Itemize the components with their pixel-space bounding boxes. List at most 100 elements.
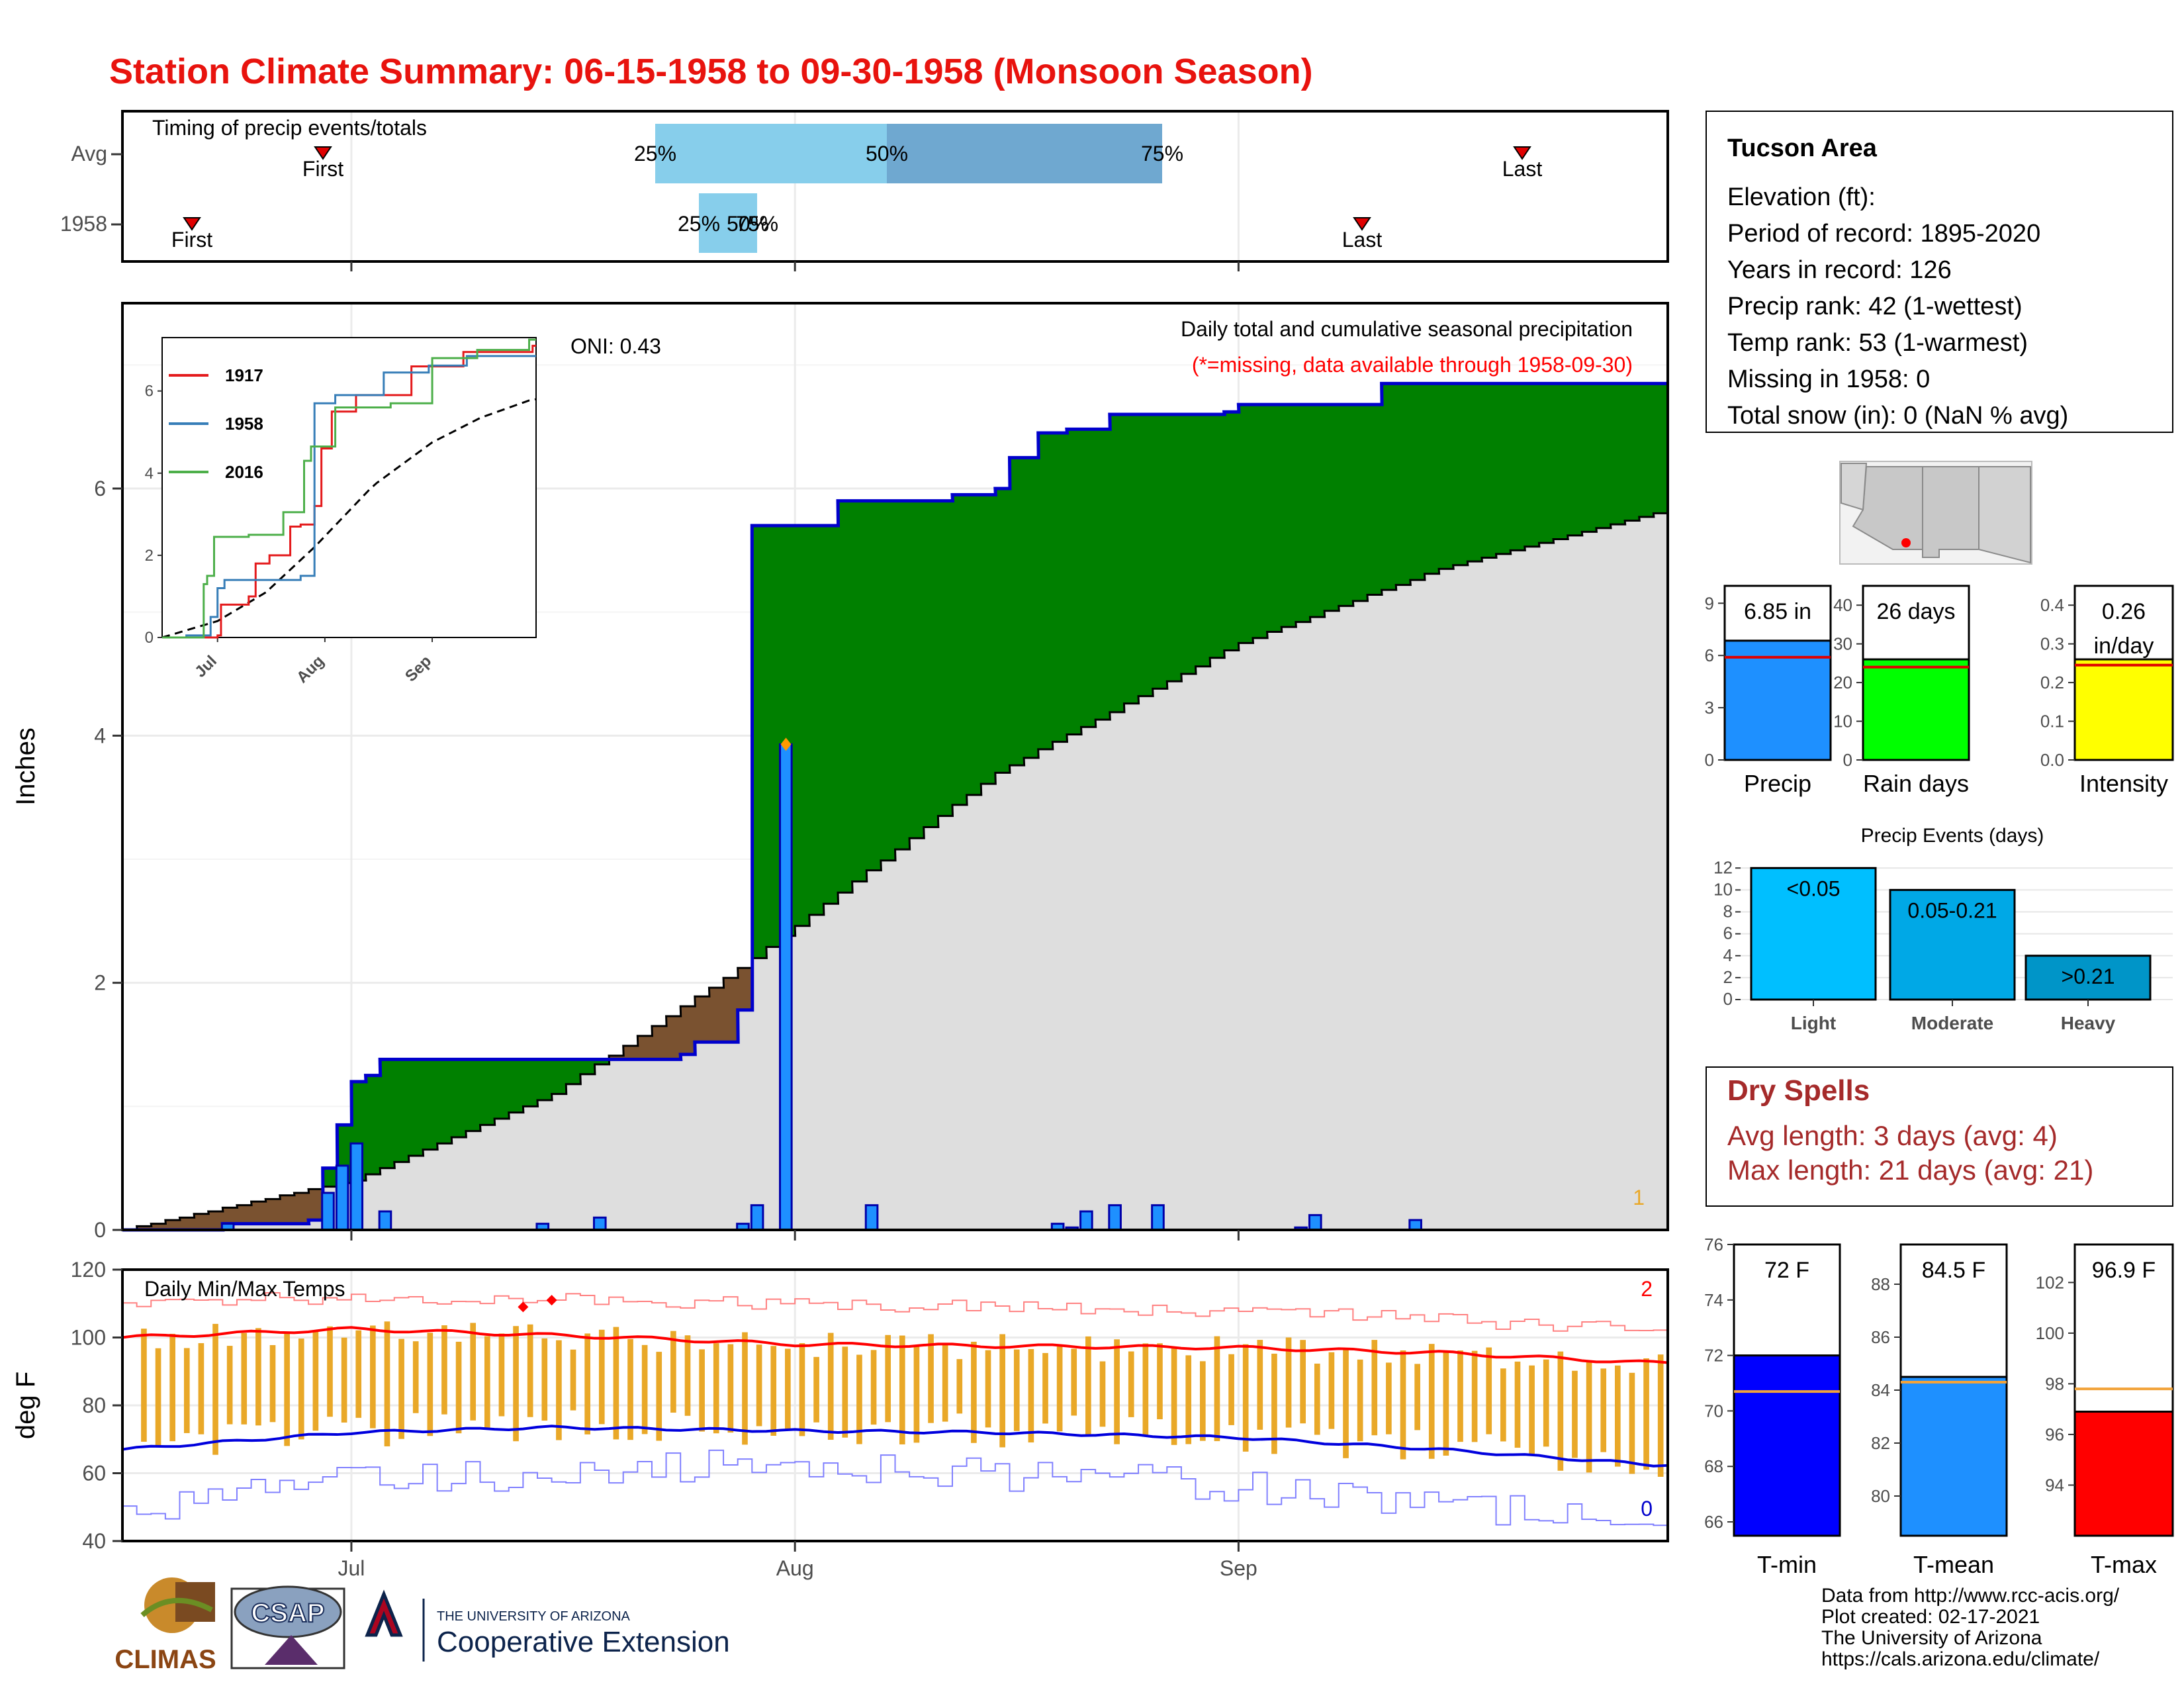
daily-temp-bar [312, 1330, 319, 1431]
surplus-band [551, 1059, 567, 1094]
daily-precip-bar [1151, 1204, 1165, 1231]
deficit-band [308, 1189, 324, 1221]
surplus-band [537, 1059, 553, 1100]
daily-temp-bar [1013, 1349, 1020, 1431]
daily-temp-bar [1114, 1339, 1120, 1444]
station-info-line: Precip rank: 42 (1-wettest) [1727, 293, 2023, 320]
timing-avg-first-marker [314, 146, 332, 160]
daily-temp-bar [1543, 1359, 1549, 1447]
avg-cumulative-area [122, 513, 1668, 1231]
inset-series-1958 [162, 355, 536, 639]
station-info-box: Tucson Area Elevation (ft): Period of rec… [1706, 111, 2173, 433]
t-mean-summary-xlabel: T-mean [1913, 1551, 1994, 1578]
map-nevada-shape [1841, 463, 1868, 511]
surplus-band [1338, 404, 1353, 606]
precip-summary-ytick-label: 0 [1705, 750, 1714, 770]
daily-temp-bar [1529, 1365, 1535, 1456]
intensity-summary-value-label: in/day [2094, 633, 2154, 659]
record-min-line [122, 1449, 1668, 1526]
surplus-band [1625, 383, 1640, 521]
surplus-band [394, 1059, 410, 1162]
daily-temp-bar [827, 1333, 834, 1440]
daily-temp-bar [1572, 1370, 1578, 1458]
daily-temp-bar [1486, 1347, 1492, 1434]
surplus-band [1066, 429, 1082, 735]
month-label: Sep [1220, 1556, 1257, 1580]
surplus-band [938, 500, 953, 816]
timing-avg-q75-label: 75% [1141, 142, 1183, 165]
deficit-band [709, 988, 724, 1043]
daily-temp-bar [656, 1352, 662, 1441]
daily-temp-bar [1471, 1350, 1478, 1442]
surplus-band [1195, 414, 1210, 667]
summary-bars: 0 3 6 9 6.85 in Precip 0 10 20 30 40 26 days Rain da… [1705, 585, 2174, 797]
daily-temp-bar [699, 1349, 705, 1432]
daily-temp-bar [1214, 1336, 1220, 1442]
surplus-band [1224, 412, 1239, 651]
surplus-band [1038, 433, 1053, 749]
daily-temp-bar [1185, 1355, 1192, 1444]
precip-subtitle: Daily total and cumulative seasonal prec… [1181, 317, 1633, 341]
surplus-band [1439, 383, 1454, 569]
t-max-summary-ytick-label: 98 [2045, 1374, 2064, 1393]
events-bar-label: >0.21 [2062, 964, 2115, 988]
daily-temp-bar [885, 1335, 891, 1423]
surplus-band [1138, 414, 1154, 696]
deficit-band [165, 1220, 181, 1230]
surplus-band [1109, 414, 1125, 712]
precip-ytick-label: 4 [94, 724, 106, 747]
timing-panel: Timing of precip events/totals Avg 1958 … [60, 110, 1669, 271]
credit-line: The University of Arizona [1821, 1627, 2042, 1649]
surplus-band [380, 1059, 395, 1168]
credit-line: Plot created: 02-17-2021 [1821, 1606, 2040, 1628]
intensity-summary-value-bar [2073, 658, 2174, 761]
daily-temp-bar [713, 1343, 719, 1434]
surplus-band [966, 494, 981, 795]
daily-temp-bar [1629, 1372, 1635, 1474]
t-min-summary-value-label: 72 F [1764, 1258, 1809, 1283]
figure-title: Station Climate Summary: 06-15-1958 to 0… [109, 52, 1313, 91]
avg-min-line [122, 1425, 1668, 1468]
surplus-band [895, 500, 910, 850]
record-max-line [122, 1291, 1668, 1332]
daily-temp-bar [1228, 1354, 1234, 1425]
surplus-band [1009, 457, 1024, 766]
surplus-band [1467, 383, 1482, 562]
daily-temp-bar [341, 1337, 347, 1423]
surplus-band [1081, 429, 1096, 727]
daily-temp-bar [1557, 1351, 1564, 1471]
events-ytick-label: 4 [1723, 945, 1733, 965]
intensity-summary-xlabel: Intensity [2079, 770, 2168, 797]
precip-summary-value-label: 6.85 in [1744, 599, 1811, 624]
dry-spells-avg: Avg length: 3 days (avg: 4) [1727, 1120, 2058, 1151]
surplus-band [1210, 414, 1225, 658]
precip-panel: 0 2 4 6 Inches ONI: 0.43 Daily total and cu… [11, 302, 1669, 1242]
events-ytick-label: 8 [1723, 902, 1733, 921]
surplus-band [1567, 383, 1582, 536]
temp-ytick-label: 100 [71, 1326, 106, 1350]
daily-temp-bar [1056, 1346, 1063, 1432]
t-min-summary-ytick-label: 72 [1704, 1346, 1723, 1366]
daily-temp-bar [1085, 1336, 1091, 1436]
surplus-band [1152, 414, 1167, 689]
inset-ytick-label: 2 [145, 547, 154, 565]
daily-temp-bar [1099, 1361, 1106, 1427]
station-info-line: Total snow (in): 0 (NaN % avg) [1727, 402, 2068, 430]
events-xtick-label: Heavy [2061, 1013, 2116, 1033]
daily-temp-bar [427, 1333, 433, 1436]
daily-temp-bar [799, 1343, 805, 1436]
inset-ytick-label: 4 [145, 465, 154, 483]
daily-temp-bar [212, 1323, 218, 1455]
surplus-band [1238, 404, 1253, 643]
deficit-band [222, 1207, 238, 1224]
surplus-band [1381, 383, 1396, 590]
daily-temp-bar [198, 1343, 205, 1434]
surplus-band [1267, 404, 1282, 632]
deficit-band [136, 1226, 152, 1230]
station-info-line: Elevation (ft): [1727, 183, 1876, 211]
daily-temp-bar [942, 1344, 948, 1422]
daily-temp-bar [255, 1328, 261, 1426]
surplus-band [1052, 433, 1068, 742]
surplus-band [423, 1059, 438, 1150]
